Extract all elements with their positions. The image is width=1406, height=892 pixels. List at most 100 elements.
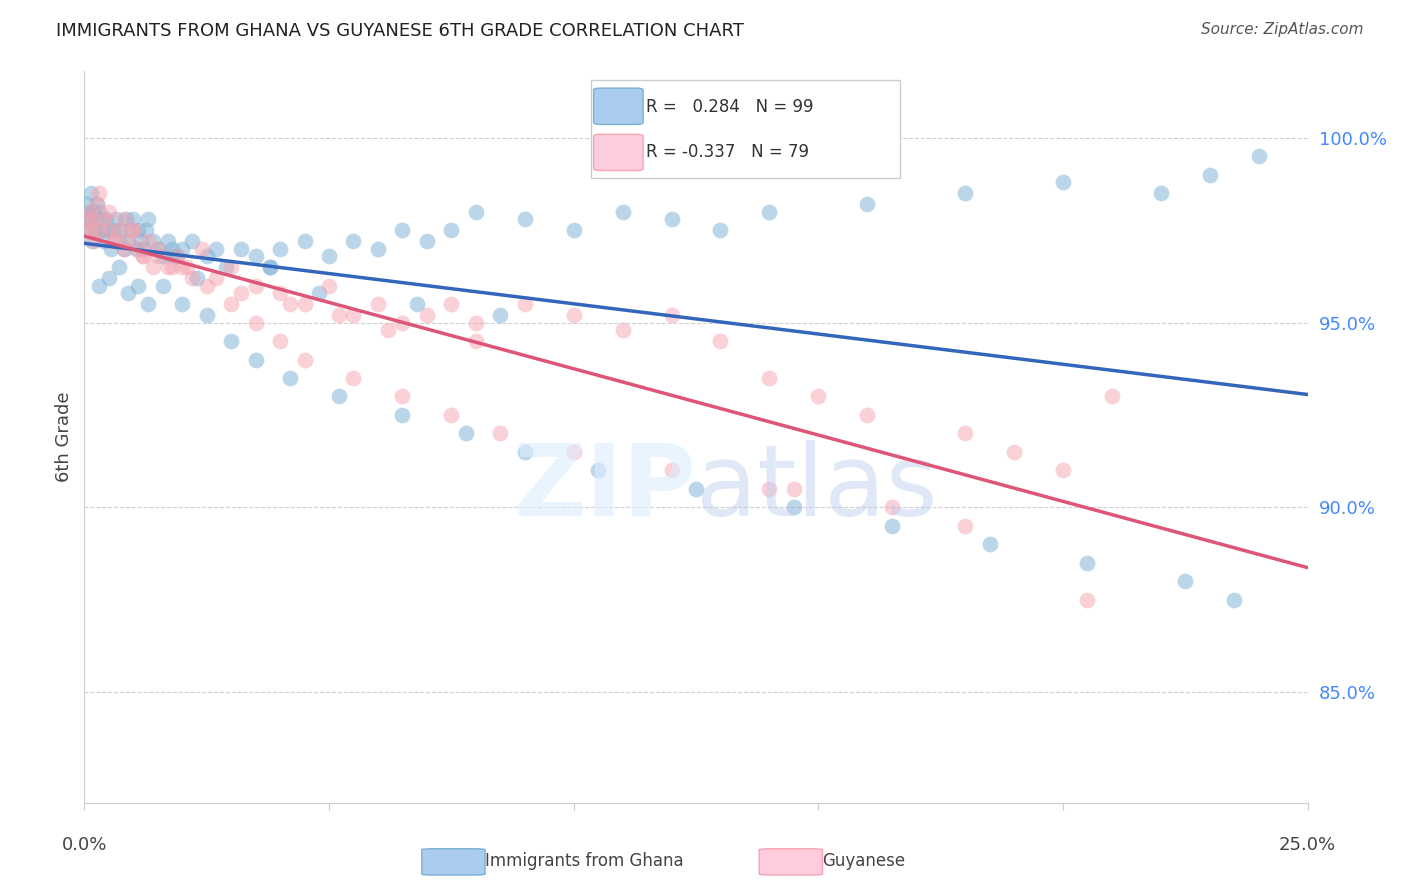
Point [136,212,159,227]
Point [259,260,281,274]
Point [1076,556,1098,570]
Point [562,445,585,459]
Point [783,500,806,515]
Point [117,235,139,249]
Point [440,408,463,422]
Point [586,463,609,477]
Point [79,204,101,219]
Point [191,242,214,256]
Point [166,249,188,263]
Text: R = -0.337   N = 79: R = -0.337 N = 79 [647,143,810,161]
Point [661,463,683,477]
Point [172,297,194,311]
Point [391,408,413,422]
Point [391,316,413,330]
Point [953,518,976,533]
Point [245,249,267,263]
Point [142,260,165,274]
Point [181,271,204,285]
Point [758,482,780,496]
Point [440,223,463,237]
Point [112,242,135,256]
Point [125,242,148,256]
Point [219,297,242,311]
Point [122,223,145,237]
Point [122,212,145,227]
Point [122,223,145,237]
Point [294,297,316,311]
Point [75,223,97,237]
Point [107,223,129,237]
Point [146,242,169,256]
Point [80,186,103,201]
Point [294,352,316,367]
Point [513,297,536,311]
Point [156,260,179,274]
Point [87,223,110,237]
Point [90,212,112,227]
Point [880,500,903,515]
Text: IMMIGRANTS FROM GHANA VS GUYANESE 6TH GRADE CORRELATION CHART: IMMIGRANTS FROM GHANA VS GUYANESE 6TH GR… [56,22,744,40]
Point [856,197,879,211]
Point [856,408,879,422]
Point [172,242,194,256]
Point [132,249,155,263]
Point [86,197,108,211]
Point [146,242,169,256]
Point [103,235,125,249]
Text: R =   0.284   N = 99: R = 0.284 N = 99 [647,98,814,116]
Text: ZIP: ZIP [513,440,696,537]
Point [406,297,429,311]
Point [513,212,536,227]
Point [97,223,120,237]
Point [132,249,155,263]
Point [1174,574,1197,589]
Point [195,249,218,263]
Point [245,278,267,293]
Point [87,223,110,237]
Point [259,260,281,274]
Point [176,260,198,274]
Point [107,235,129,249]
FancyBboxPatch shape [593,134,643,170]
FancyBboxPatch shape [593,88,643,124]
Point [612,323,634,337]
Point [416,308,439,322]
Point [136,297,159,311]
Point [77,223,100,237]
Point [162,260,184,274]
Point [269,285,291,300]
Point [464,334,486,348]
Point [84,212,107,227]
Text: Immigrants from Ghana: Immigrants from Ghana [485,852,683,870]
Point [709,223,731,237]
Point [77,204,100,219]
Point [489,308,512,322]
Point [278,371,301,385]
FancyBboxPatch shape [422,849,485,875]
Point [195,308,218,322]
Text: Source: ZipAtlas.com: Source: ZipAtlas.com [1201,22,1364,37]
Point [79,212,101,227]
Point [489,426,512,441]
Point [166,249,188,263]
Point [269,242,291,256]
Point [83,212,105,227]
Point [162,249,184,263]
Point [1247,149,1270,163]
Point [107,260,129,274]
Text: atlas: atlas [696,440,938,537]
Point [229,242,252,256]
Point [880,518,903,533]
Point [979,537,1001,551]
Point [229,285,252,300]
Point [562,308,585,322]
Point [115,212,138,227]
Point [142,235,165,249]
Point [661,212,683,227]
Text: Guyanese: Guyanese [823,852,905,870]
Point [135,223,157,237]
Point [308,285,330,300]
Point [342,308,364,322]
Point [245,316,267,330]
